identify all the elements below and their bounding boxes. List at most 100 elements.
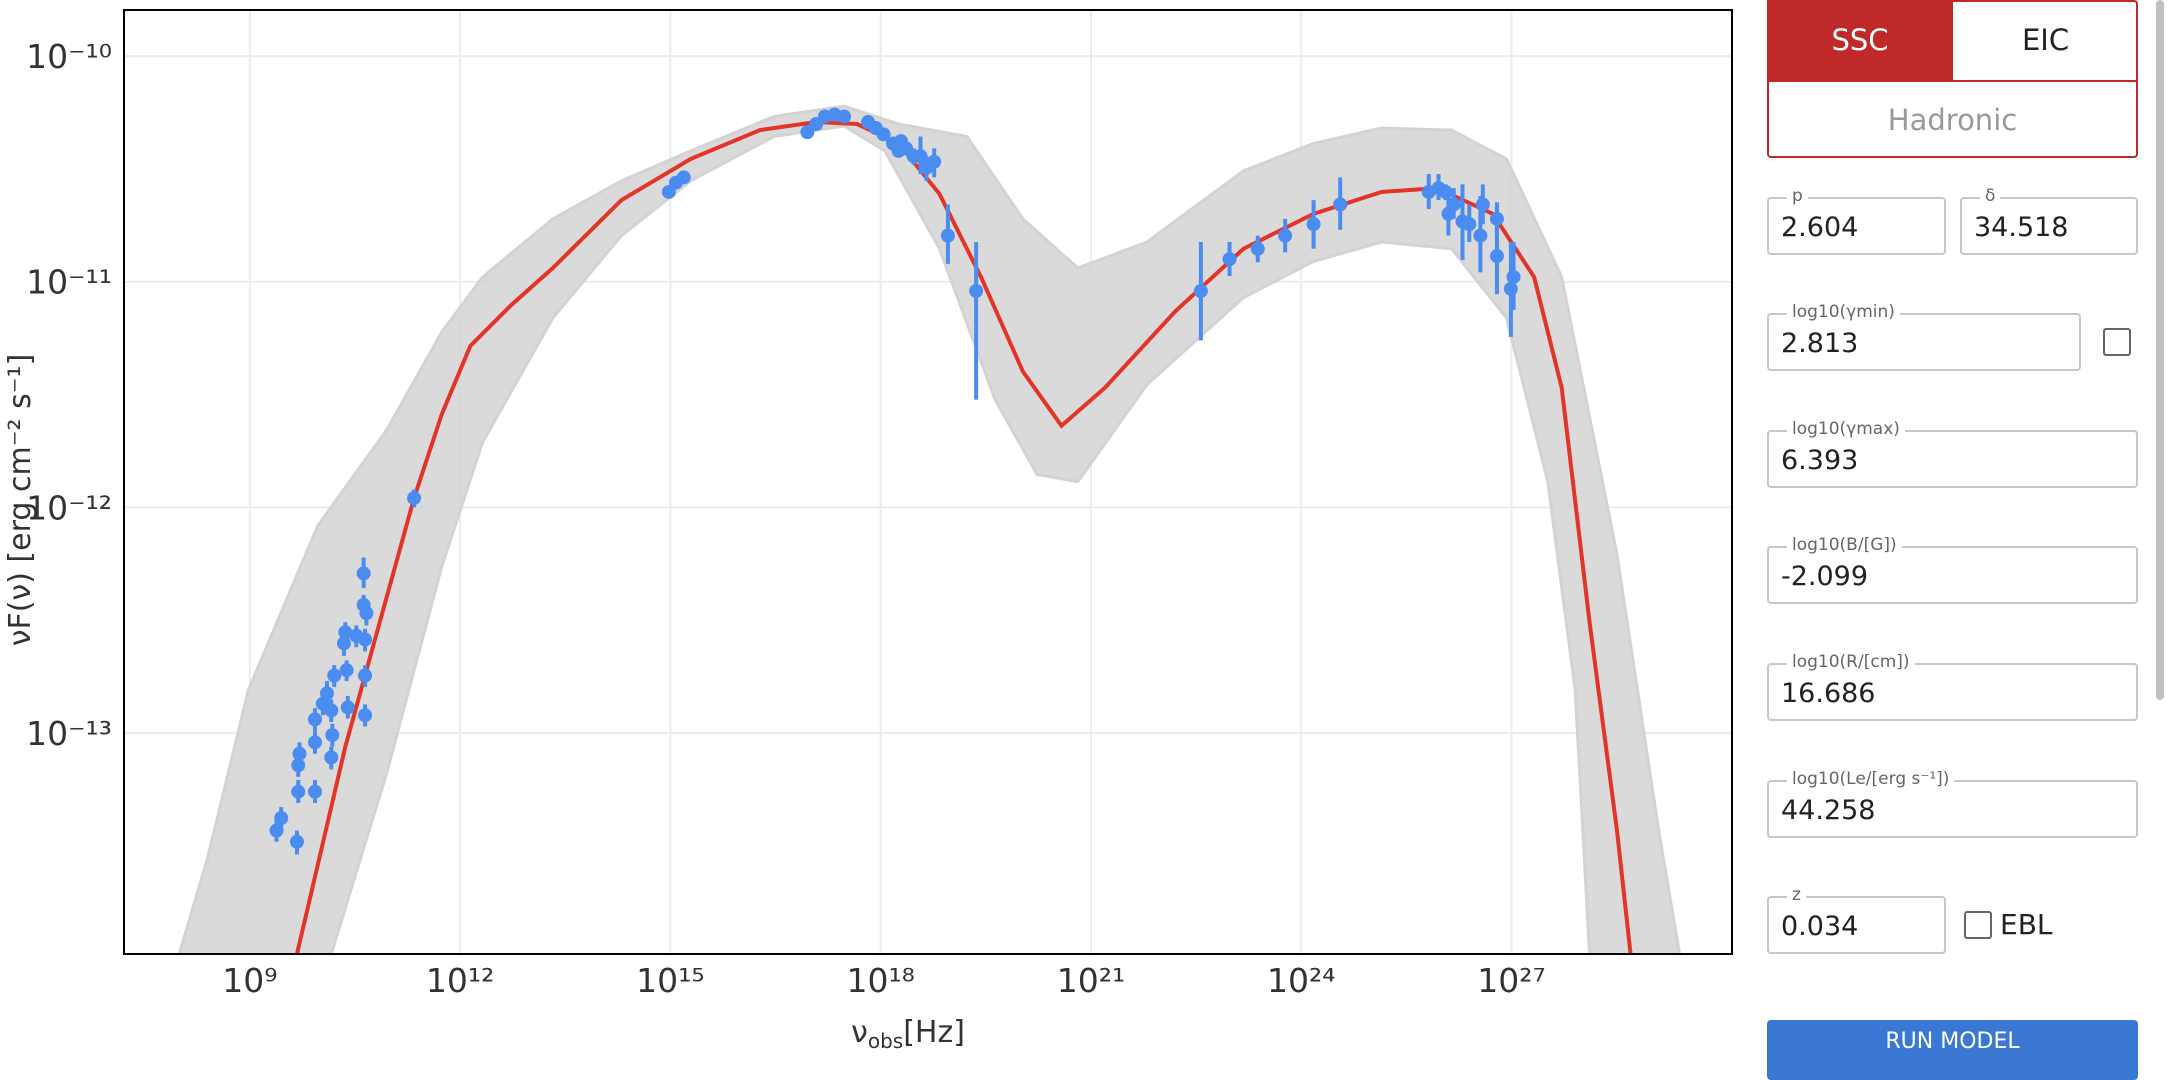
x-label-symbol: ν [851,1015,868,1050]
field-label: log10(Le/[erg s⁻¹]) [1787,769,1955,789]
data-point [1462,217,1477,232]
ebl-label: EBL [2000,908,2053,941]
x-tick-label: 10¹⁵ [636,961,704,1000]
model-band [179,106,1680,954]
data-point [940,228,955,243]
field-value: 0.034 [1781,911,1859,942]
data-point [1222,252,1237,267]
data-point [292,746,307,761]
data-point [324,750,339,765]
checkbox[interactable] [2103,328,2131,356]
model-line [295,120,1633,954]
data-point [407,491,422,506]
input-field[interactable]: z 0.034 [1767,885,1946,954]
input-field[interactable]: log10(Le/[erg s⁻¹]) 44.258 [1767,769,2138,838]
y-tick-label: 10⁻¹⁰ [26,37,112,76]
field-value: 2.813 [1781,328,1859,359]
data-point [339,663,354,678]
data-point [1489,211,1504,226]
plot-area [124,10,1732,954]
x-label-unit: [Hz] [903,1015,965,1050]
x-axis-label: νobs[Hz] [851,1015,965,1053]
data-point [358,708,373,723]
data-point [1489,249,1504,264]
model-button[interactable]: Hadronic [1767,80,2138,158]
input-field[interactable]: δ 34.518 [1960,186,2138,255]
band-edge [329,124,1592,954]
data-point [358,632,373,647]
field-label: δ [1980,186,2001,206]
data-point [1438,184,1453,199]
field-label: log10(γmax) [1787,419,1905,439]
input-field[interactable]: log10(γmin) 2.813 [1767,302,2081,371]
field-value: 44.258 [1781,795,1876,826]
data-point [358,668,373,683]
data-point [308,712,323,727]
checkbox[interactable] [1964,911,1992,939]
field-value: -2.099 [1781,561,1869,592]
data-point [324,703,339,718]
data-point [1506,269,1521,284]
field-value: 16.686 [1781,678,1876,709]
data-point [308,784,323,799]
data-point [1250,241,1265,256]
plot-frame [123,9,1733,955]
data-point [837,109,852,124]
data-point [913,149,928,164]
data-point [927,154,942,169]
run-button[interactable]: RUN MODEL [1767,1020,2138,1080]
field-value: 2.604 [1781,212,1859,243]
input-field[interactable]: log10(B/[G]) -2.099 [1767,535,2138,604]
input-field[interactable]: p 2.604 [1767,186,1946,255]
y-tick-label: 10⁻¹¹ [26,263,112,302]
y-tick-label: 10⁻¹² [26,488,112,527]
data-point [319,686,334,701]
scrollbar[interactable] [2156,0,2164,700]
data-point [356,566,371,581]
x-tick-label: 10²⁷ [1477,961,1545,1000]
y-axis-label: νF(ν) [erg cm⁻² s⁻¹] [3,354,38,647]
data-point [800,125,815,140]
x-tick-label: 10⁹ [222,961,277,1000]
model-button[interactable]: SSC [1767,0,1953,80]
data-point [676,170,691,185]
field-value: 6.393 [1781,445,1859,476]
data-point [359,606,374,621]
field-label: p [1787,186,1808,206]
x-tick-label: 10¹² [426,961,494,1000]
x-tick-label: 10²⁴ [1267,961,1335,1000]
input-field[interactable]: log10(R/[cm]) 16.686 [1767,652,2138,721]
data-point [327,668,342,683]
data-point [1333,197,1348,212]
data-point [1473,228,1488,243]
x-tick-label: 10¹⁸ [846,961,914,1000]
data-point [308,735,323,750]
data-point [340,700,355,715]
x-label-subscript: obs [868,1029,903,1053]
data-point [969,283,984,298]
field-label: log10(γmin) [1787,302,1900,322]
band-edge [177,104,1682,954]
data-point [1306,217,1321,232]
data-point [1446,197,1461,212]
data-point [1503,281,1518,296]
data-point [876,127,891,142]
data-point [1475,197,1490,212]
input-field[interactable]: log10(γmax) 6.393 [1767,419,2138,488]
field-label: log10(R/[cm]) [1787,652,1915,672]
data-point [274,811,289,826]
data-point [291,784,306,799]
field-label: log10(B/[G]) [1787,535,1902,555]
data-point [1193,283,1208,298]
chart: νF(ν) [erg cm⁻² s⁻¹] νobs[Hz] 10⁹ 10¹² 10¹… [3,9,1733,1053]
data-point [338,625,353,640]
x-tick-label: 10²¹ [1057,961,1125,1000]
field-value: 34.518 [1974,212,2069,243]
model-button[interactable]: EIC [2021,23,2070,57]
data-point [289,834,304,849]
data-point [1278,228,1293,243]
field-label: z [1787,885,1806,905]
y-tick-label: 10⁻¹³ [26,714,112,753]
data-point [325,728,340,743]
